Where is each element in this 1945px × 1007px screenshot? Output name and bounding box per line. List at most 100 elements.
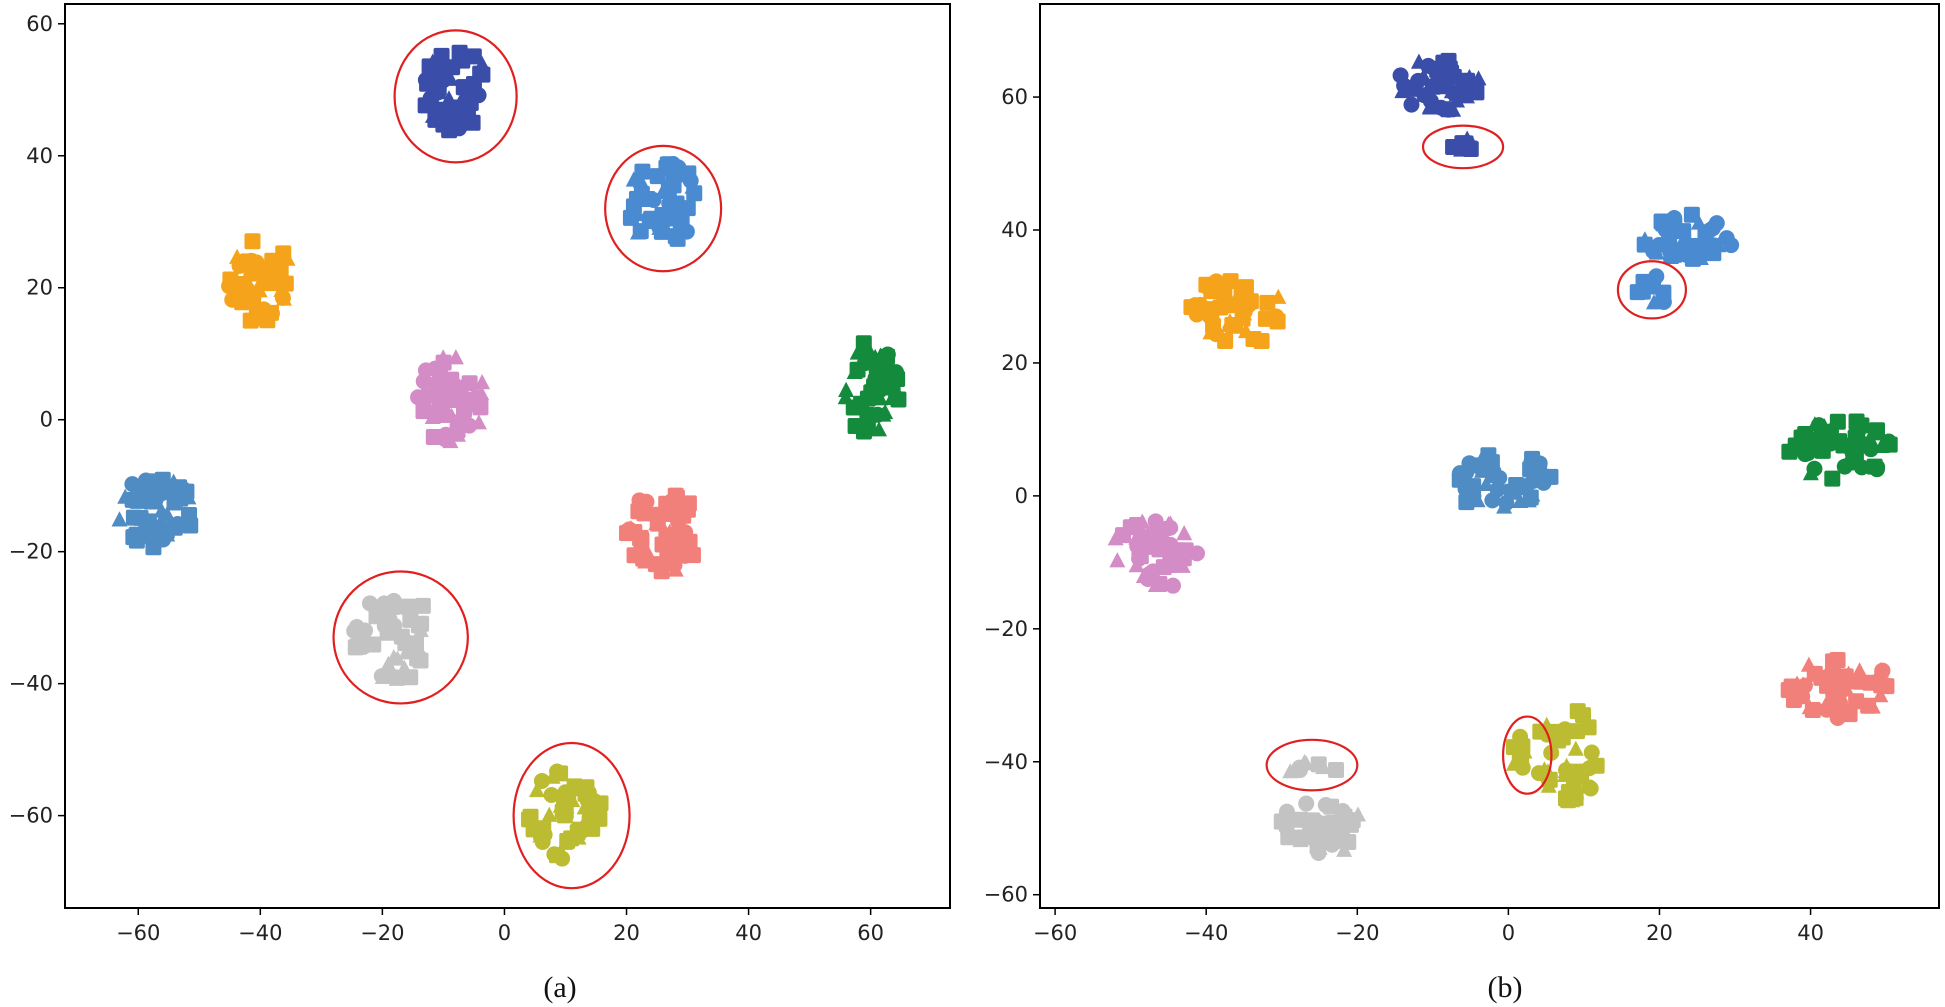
data-point — [1675, 223, 1692, 240]
data-point — [153, 502, 170, 518]
data-point — [1403, 96, 1420, 113]
data-point — [1474, 462, 1491, 478]
data-point — [266, 269, 283, 286]
data-point — [557, 834, 574, 850]
data-point — [1864, 698, 1881, 714]
data-point — [144, 520, 161, 537]
data-point — [1421, 99, 1438, 115]
data-point — [1678, 246, 1695, 263]
data-point — [1448, 86, 1465, 102]
data-point — [1134, 513, 1151, 529]
caption-a: (a) — [543, 971, 576, 1004]
scatter-points-a — [111, 44, 907, 867]
caption-b: (b) — [1488, 971, 1523, 1004]
data-point — [279, 250, 296, 266]
highlight-ellipse — [332, 570, 469, 705]
data-point — [435, 62, 452, 78]
data-point — [1661, 232, 1678, 249]
data-point — [434, 406, 451, 423]
data-point — [1253, 333, 1270, 350]
data-point — [425, 429, 442, 446]
data-point — [449, 426, 466, 442]
data-point — [1683, 206, 1700, 223]
data-point — [1401, 80, 1418, 97]
data-point — [1451, 471, 1468, 488]
data-point — [365, 636, 382, 653]
data-point — [533, 772, 550, 789]
data-point — [654, 183, 671, 199]
data-point — [431, 363, 448, 380]
x-tick-label: 40 — [735, 921, 762, 945]
y-axis-a: 60 40 20 0 −20 −40 −60 — [9, 12, 65, 828]
highlight-ellipse — [1616, 260, 1688, 320]
x-tick-label: 20 — [1646, 921, 1673, 945]
data-point — [580, 788, 597, 805]
data-point — [124, 476, 141, 493]
x-tick-label: 20 — [613, 921, 640, 945]
data-point — [1173, 545, 1190, 562]
data-point — [1808, 426, 1825, 442]
data-point — [414, 597, 431, 614]
data-point — [1843, 454, 1860, 471]
x-tick-label: −60 — [1033, 921, 1077, 945]
data-point — [528, 781, 545, 798]
data-point — [1568, 783, 1585, 799]
data-point — [470, 87, 487, 104]
y-tick-label: −40 — [9, 672, 53, 696]
y-tick-label: 20 — [1001, 351, 1028, 375]
data-point — [591, 810, 608, 827]
data-point — [1849, 436, 1866, 453]
data-point — [137, 472, 154, 489]
data-point — [658, 530, 675, 547]
data-point — [888, 389, 905, 406]
data-point — [155, 531, 172, 548]
y-tick-label: −40 — [984, 750, 1028, 774]
data-point — [575, 816, 592, 832]
data-point — [1698, 237, 1715, 254]
data-point — [421, 387, 438, 404]
data-point — [1794, 688, 1811, 705]
data-point — [1580, 719, 1597, 736]
data-point — [1311, 817, 1328, 834]
data-point — [402, 611, 419, 628]
data-point — [541, 806, 558, 822]
data-point — [535, 820, 552, 837]
data-point — [1208, 273, 1225, 290]
data-point — [1837, 668, 1854, 685]
data-point — [1869, 459, 1886, 476]
data-point — [634, 163, 651, 180]
x-tick-label: 0 — [498, 921, 511, 945]
data-point — [1433, 99, 1450, 116]
data-point — [1874, 662, 1891, 679]
data-point — [1557, 766, 1574, 783]
panel-b: −60 −40 −20 0 20 40 60 40 20 0 −20 −40 −60 (b) — [984, 3, 1940, 1004]
data-point — [1128, 557, 1145, 573]
data-point — [653, 563, 670, 580]
data-point — [859, 390, 876, 407]
data-point — [684, 178, 701, 194]
data-point — [648, 514, 665, 531]
data-point — [435, 101, 452, 118]
data-point — [438, 118, 455, 135]
y-tick-label: −60 — [9, 804, 53, 828]
data-point — [576, 799, 593, 815]
x-tick-label: −40 — [238, 921, 282, 945]
y-tick-label: −20 — [9, 540, 53, 564]
data-point — [1583, 744, 1600, 761]
data-point — [1188, 306, 1205, 323]
data-point — [1655, 215, 1672, 232]
x-axis-b: −60 −40 −20 0 20 40 — [1033, 908, 1824, 945]
data-point — [472, 399, 489, 416]
data-point — [1268, 308, 1285, 325]
data-point — [474, 374, 491, 390]
data-point — [1588, 757, 1605, 774]
data-point — [1635, 273, 1652, 290]
data-point — [243, 265, 260, 282]
highlight-ellipse — [393, 29, 518, 164]
data-point — [1574, 707, 1591, 724]
data-point — [639, 191, 656, 208]
data-point — [851, 418, 868, 435]
data-point — [869, 406, 886, 423]
data-point — [373, 668, 390, 685]
